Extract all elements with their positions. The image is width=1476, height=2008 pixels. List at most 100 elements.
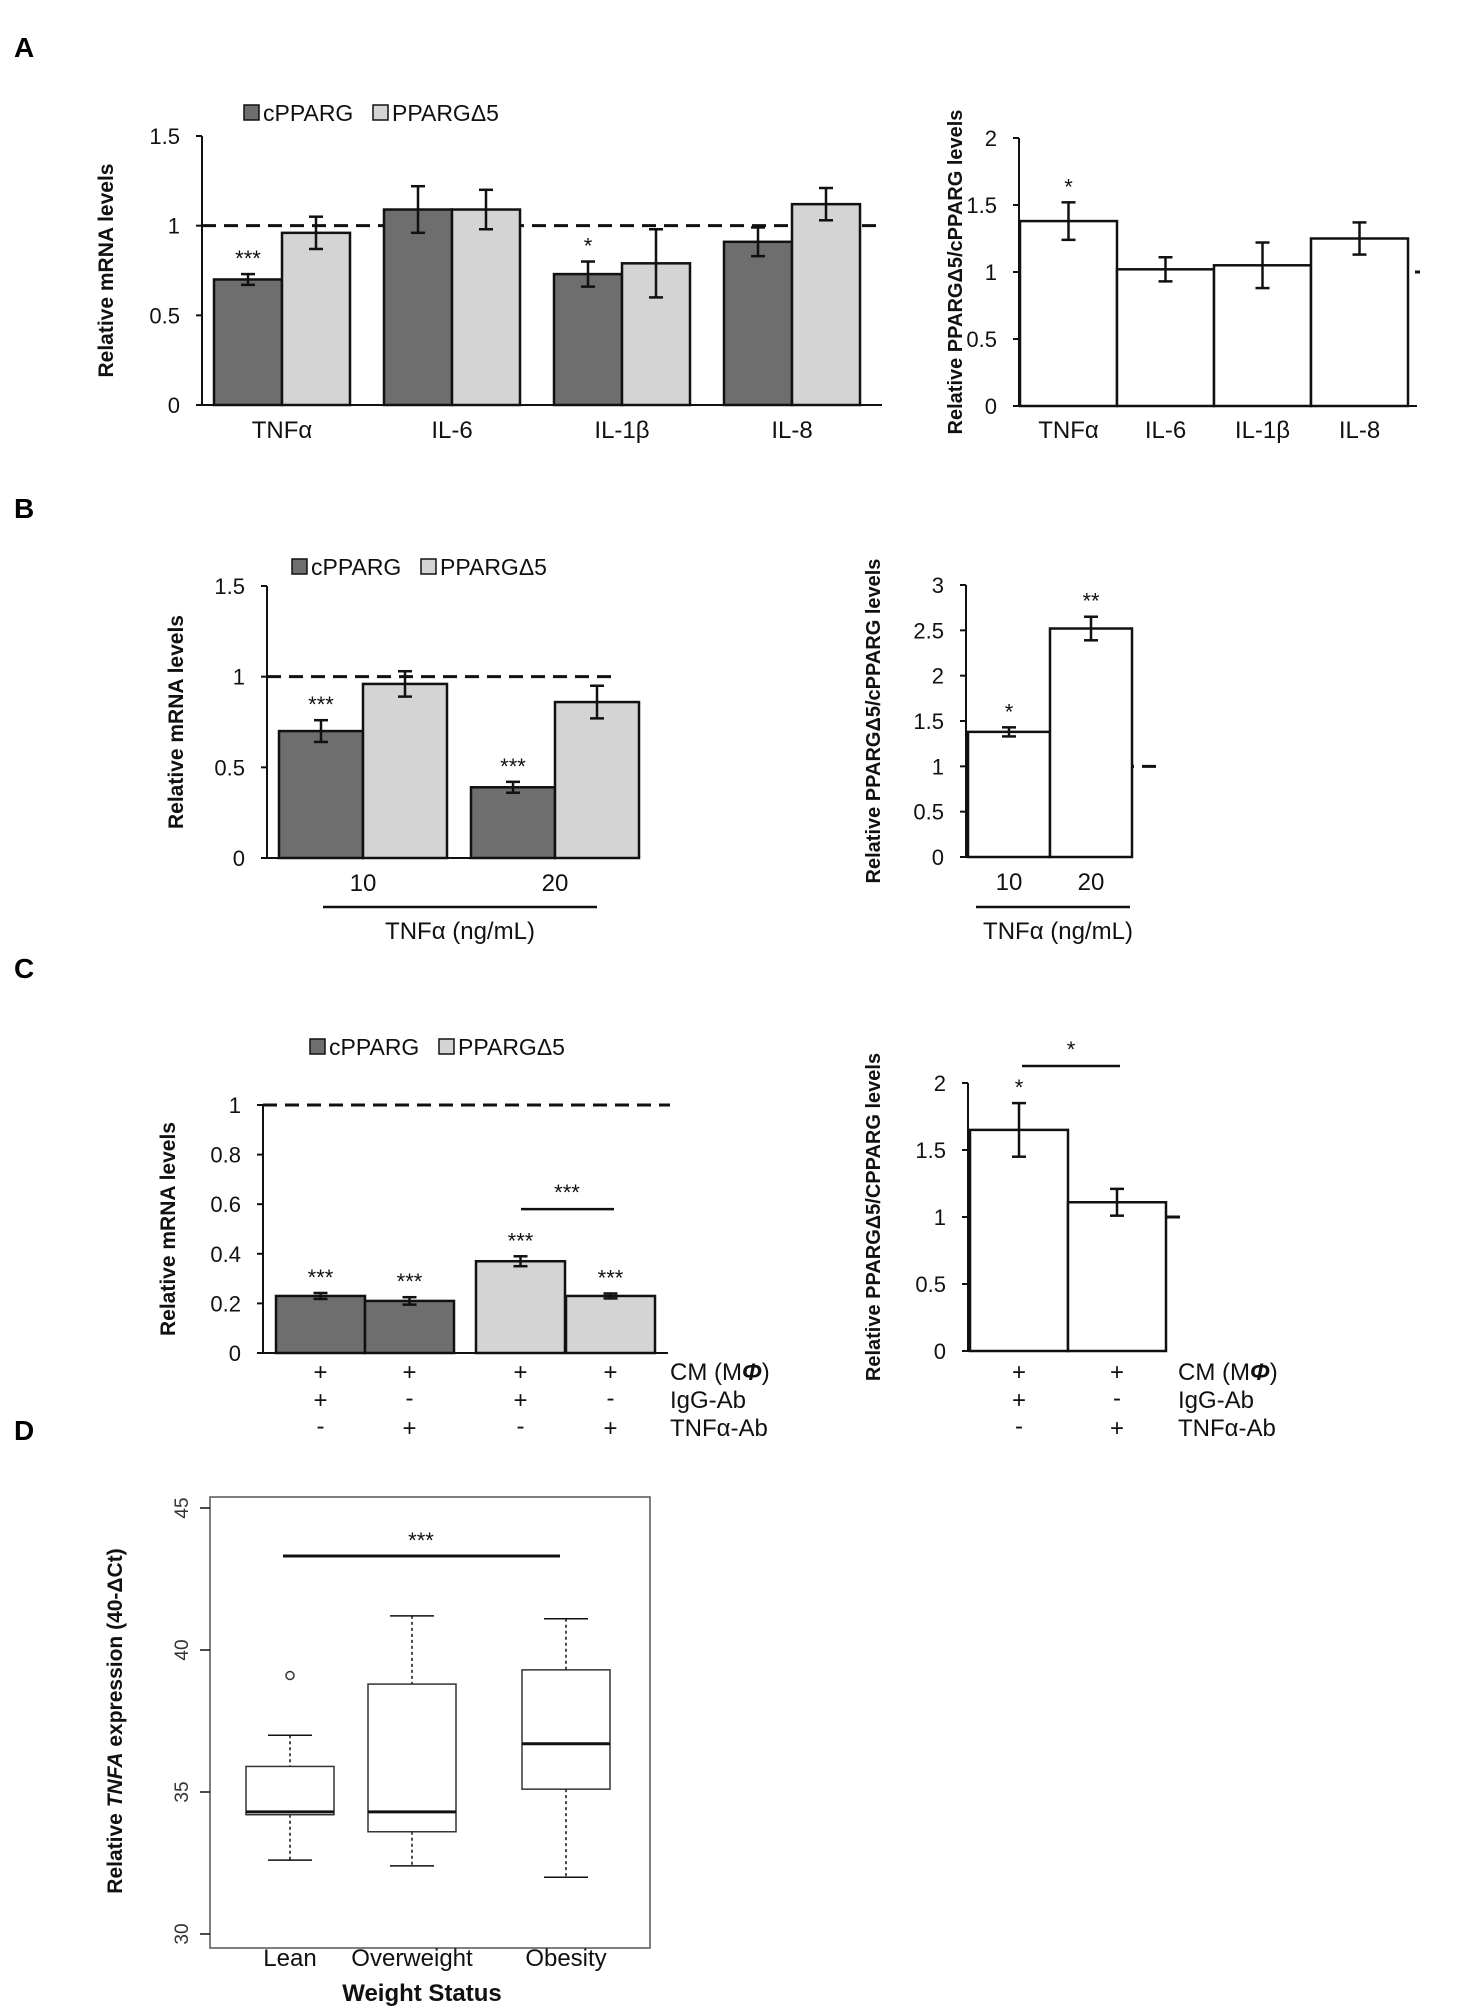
c-mrna-legend-label: PPARGΔ5 [458, 1034, 565, 1060]
c-mrna-condition-mark: + [402, 1415, 416, 1442]
d-box-y-tick-label: 40 [172, 1639, 193, 1660]
b-ratio-y-tick-label: 1 [932, 754, 944, 779]
b-mrna-bar [553, 700, 641, 860]
c-mrna-condition-mark: - [406, 1385, 414, 1412]
a-ratio-y-tick-label: 0 [985, 394, 997, 419]
a-mrna-bar [280, 231, 352, 407]
a-mrna-x-tick-label: IL-6 [431, 417, 472, 444]
c-ratio-condition-label: TNFα-Ab [1178, 1415, 1276, 1442]
d-box-y-axis-label: Relative TNFA expression (40-ΔCt) [104, 1548, 127, 1893]
d-box-plot-frame [209, 1496, 651, 1949]
c-mrna-significance: *** [598, 1265, 624, 1290]
c-mrna-y-tick-label: 1 [229, 1093, 241, 1118]
a-mrna-bar [790, 202, 862, 407]
c-ratio-significance: * [1015, 1075, 1024, 1100]
c-ratio-condition-mark: + [1012, 1359, 1026, 1386]
d-box-box [521, 1669, 611, 1790]
b-mrna-x-axis-label: TNFα (ng/mL) [385, 918, 535, 945]
c-mrna-legend-swatch [309, 1038, 326, 1055]
b-mrna-y-tick-label: 1.5 [214, 574, 245, 599]
c-ratio-bar [968, 1128, 1070, 1353]
a-ratio-bar [1309, 237, 1410, 408]
a-mrna-y-tick-label: 0 [168, 393, 180, 418]
c-mrna-condition-mark: + [313, 1359, 327, 1386]
b-mrna-y-tick-label: 1 [233, 665, 245, 690]
c-mrna-bar [274, 1294, 367, 1355]
b-ratio-x-tick-label: 10 [996, 869, 1023, 896]
c-mrna-condition-mark: - [517, 1413, 525, 1440]
panel-label-a: A [14, 32, 34, 63]
b-ratio-significance: ** [1082, 589, 1100, 614]
c-ratio-y-tick-label: 1.5 [915, 1138, 946, 1163]
c-mrna-significance: *** [397, 1269, 423, 1294]
b-mrna-legend-label: cPPARG [311, 554, 401, 580]
c-mrna-y-tick-label: 0.2 [210, 1291, 241, 1316]
a-mrna-legend-swatch [372, 104, 389, 121]
c-mrna-y-tick-label: 0.6 [210, 1192, 241, 1217]
a-ratio-x-tick-label: IL-8 [1339, 417, 1380, 444]
c-ratio-condition-mark: + [1110, 1359, 1124, 1386]
b-mrna-x-tick-label: 20 [542, 870, 569, 897]
d-box-y-tick-label: 35 [172, 1781, 193, 1802]
c-mrna-bracket-label: *** [554, 1180, 580, 1205]
b-mrna-y-tick-label: 0.5 [214, 755, 245, 780]
c-mrna-y-tick-label: 0 [229, 1341, 241, 1366]
b-ratio-y-tick-label: 0 [932, 845, 944, 870]
a-mrna-bar [382, 208, 454, 407]
a-mrna-x-tick-label: IL-8 [771, 417, 812, 444]
a-mrna-y-tick-label: 1.5 [149, 124, 180, 149]
c-mrna-bar [474, 1259, 567, 1355]
a-ratio-x-tick-label: TNFα [1038, 417, 1099, 444]
a-ratio-significance: * [1064, 174, 1073, 199]
b-mrna-legend-label: PPARGΔ5 [440, 554, 547, 580]
b-ratio-y-tick-label: 3 [932, 573, 944, 598]
a-mrna-x-tick-label: TNFα [252, 417, 313, 444]
c-mrna-significance: *** [308, 1265, 334, 1290]
c-mrna-y-tick-label: 0.8 [210, 1143, 241, 1168]
b-mrna-bar [361, 682, 449, 860]
c-mrna-condition-mark: - [607, 1385, 615, 1412]
c-mrna-condition-label: IgG-Ab [670, 1387, 746, 1414]
d-box-x-axis-label: Weight Status [342, 1980, 502, 2007]
b-ratio-x-tick-label: 20 [1078, 869, 1105, 896]
a-mrna-y-tick-label: 1 [168, 214, 180, 239]
b-ratio-y-tick-label: 1.5 [913, 709, 944, 734]
a-ratio-y-axis-label: Relative PPARGΔ5/cPPARG levels [945, 110, 967, 435]
b-ratio-x-axis-label: TNFα (ng/mL) [983, 918, 1133, 945]
a-mrna-y-tick-label: 0.5 [149, 303, 180, 328]
b-mrna-bar [277, 729, 365, 860]
c-mrna-condition-mark: + [313, 1387, 327, 1414]
c-mrna-condition-mark: - [317, 1413, 325, 1440]
a-ratio-bar [1115, 268, 1216, 408]
b-mrna-bar [469, 786, 557, 860]
a-mrna-y-axis-label: Relative mRNA levels [95, 164, 118, 378]
d-box-outlier [285, 1670, 295, 1681]
c-ratio-condition-mark: + [1012, 1387, 1026, 1414]
b-ratio-significance: * [1005, 699, 1014, 724]
panel-label-d: D [14, 1415, 34, 1446]
c-mrna-y-tick-label: 0.4 [210, 1242, 241, 1267]
d-box-x-tick-label: Obesity [525, 1945, 606, 1972]
c-ratio-condition-mark: + [1110, 1415, 1124, 1442]
d-box-box [367, 1683, 457, 1833]
a-ratio-y-tick-label: 2 [985, 126, 997, 151]
c-mrna-condition-label: CM (MΦ) [670, 1359, 770, 1386]
d-box-x-tick-label: Lean [263, 1945, 316, 1972]
b-mrna-legend-swatch [420, 558, 437, 575]
c-ratio-condition-mark: - [1015, 1413, 1023, 1440]
b-mrna-significance: *** [308, 692, 334, 717]
b-mrna-y-tick-label: 0 [233, 846, 245, 871]
c-ratio-y-tick-label: 1 [934, 1205, 946, 1230]
c-ratio-bracket-label: * [1067, 1037, 1076, 1062]
d-box-y-tick-label: 30 [172, 1923, 193, 1944]
a-ratio-y-tick-label: 1.5 [966, 193, 997, 218]
c-ratio-condition-label: IgG-Ab [1178, 1387, 1254, 1414]
b-ratio-y-axis-label: Relative PPARGΔ5/cPPARG levels [863, 559, 885, 884]
c-ratio-condition-label: CM (MΦ) [1178, 1359, 1278, 1386]
c-mrna-significance: *** [508, 1228, 534, 1253]
a-ratio-y-tick-label: 1 [985, 260, 997, 285]
panel-label-b: B [14, 493, 34, 524]
a-ratio-x-tick-label: IL-6 [1145, 417, 1186, 444]
a-ratio-x-tick-label: IL-1β [1235, 417, 1290, 444]
